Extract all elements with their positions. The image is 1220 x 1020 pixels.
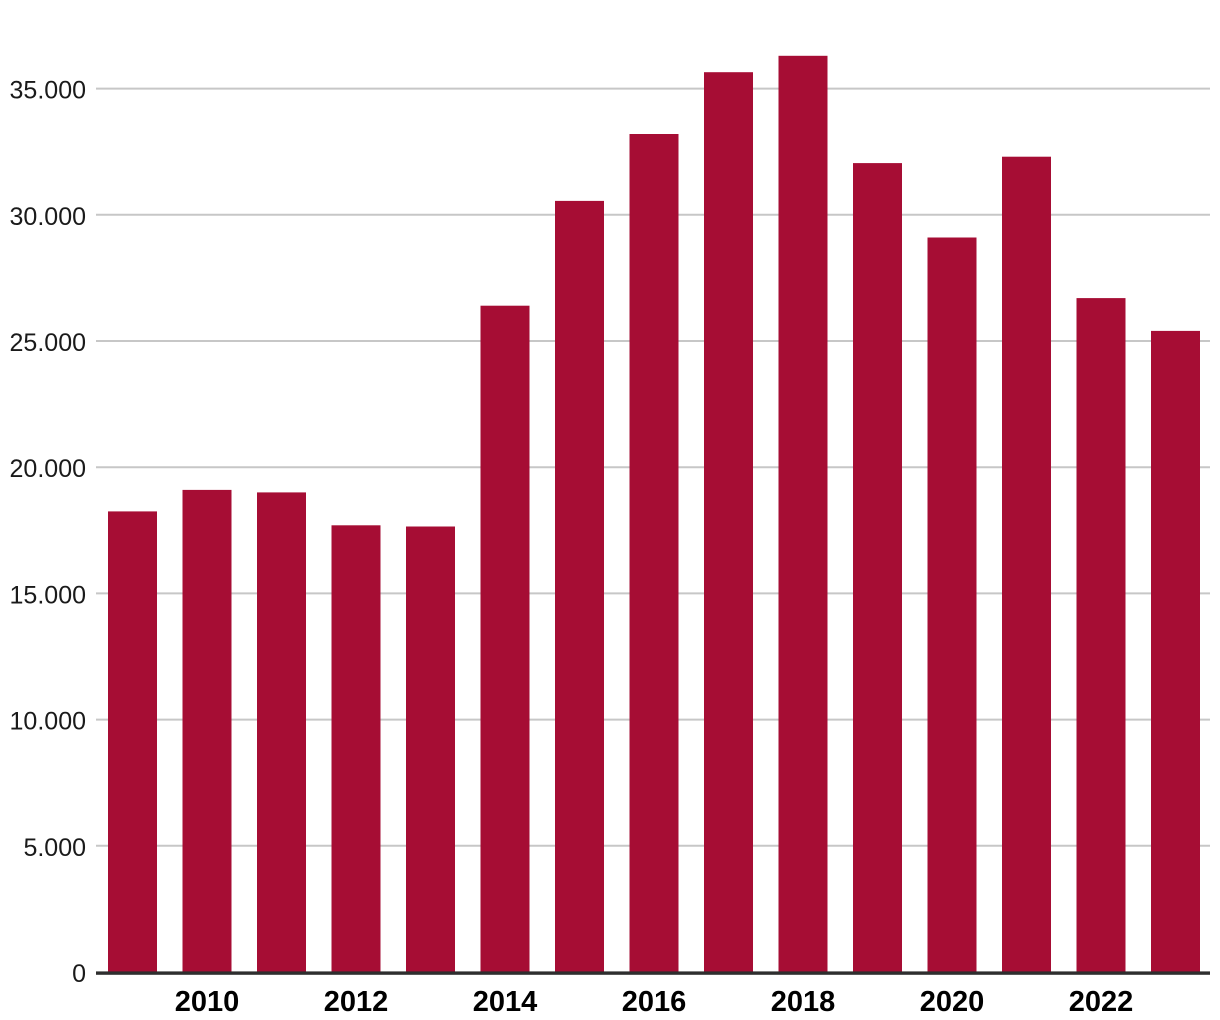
y-axis-tick-label-0: 0 — [72, 960, 86, 988]
bar-2019 — [853, 163, 902, 973]
bar-2009 — [108, 511, 157, 972]
x-axis-tick-label-2020: 2020 — [920, 986, 985, 1018]
bar-2012 — [331, 525, 381, 972]
bar-2023 — [1151, 330, 1200, 972]
bar-2022 — [1076, 298, 1126, 973]
y-axis-tick-label-20000: 20.000 — [10, 455, 86, 483]
x-axis-tick-label-2016: 2016 — [622, 986, 687, 1018]
bar-2015 — [555, 200, 604, 972]
bar-2010 — [182, 489, 232, 972]
y-axis-tick-label-30000: 30.000 — [10, 203, 86, 231]
x-axis-line — [96, 971, 1210, 975]
x-axis-tick-label-2012: 2012 — [324, 986, 389, 1018]
y-axis-tick-label-25000: 25.000 — [10, 329, 86, 357]
bar-2020 — [927, 237, 977, 972]
x-axis-tick-label-2022: 2022 — [1069, 986, 1134, 1018]
bar-2017 — [704, 72, 753, 972]
y-axis-tick-label-5000: 5.000 — [23, 834, 86, 862]
bar-2021 — [1002, 156, 1051, 972]
y-axis-tick-label-10000: 10.000 — [10, 708, 86, 736]
x-axis-tick-label-2010: 2010 — [175, 986, 240, 1018]
x-axis-tick-label-2018: 2018 — [771, 986, 836, 1018]
bar-2011 — [257, 492, 306, 972]
bar-2016 — [629, 134, 679, 972]
bar-2014 — [480, 305, 530, 972]
bar-2013 — [406, 526, 455, 972]
bar-2018 — [778, 55, 828, 973]
x-axis-tick-label-2014: 2014 — [473, 986, 538, 1018]
y-axis-tick-label-15000: 15.000 — [10, 581, 86, 609]
y-axis-tick-label-35000: 35.000 — [10, 77, 86, 105]
